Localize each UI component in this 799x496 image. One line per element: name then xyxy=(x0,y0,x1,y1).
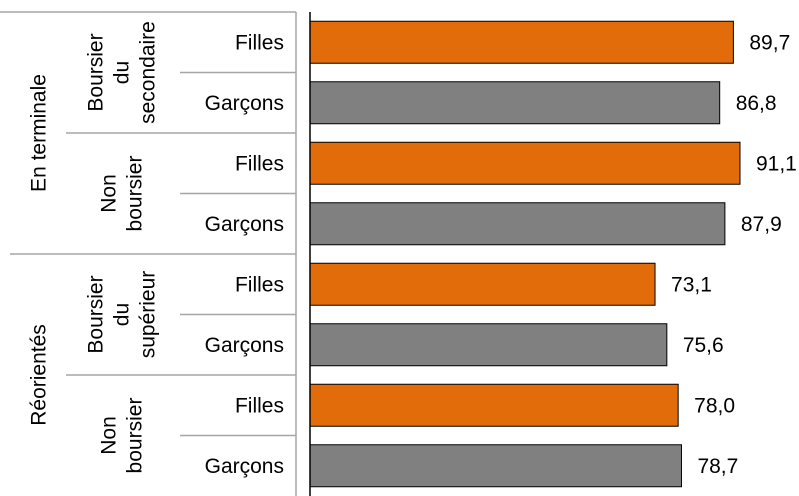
subgroup-label: secondaire xyxy=(137,21,160,124)
data-label: 91,1 xyxy=(756,152,797,175)
bar-filles xyxy=(309,20,734,64)
group-label: Réorientés xyxy=(28,324,51,426)
subgroup-label: Non xyxy=(98,416,121,455)
category-label: Garçons xyxy=(205,92,284,115)
data-label: 78,7 xyxy=(697,455,738,478)
category-label: Garçons xyxy=(205,334,284,357)
bar-garcons xyxy=(309,81,721,125)
bar-garcons xyxy=(309,323,668,367)
subgroup-label: du xyxy=(111,303,134,326)
category-label: Filles xyxy=(235,31,284,54)
data-label: 75,6 xyxy=(683,334,724,357)
group-label: En terminale xyxy=(28,74,51,192)
data-label: 78,0 xyxy=(694,394,735,417)
bar-filles xyxy=(309,383,679,427)
category-label: Garçons xyxy=(205,213,284,236)
data-label: 87,9 xyxy=(741,213,782,236)
bar-garcons xyxy=(309,444,682,488)
bar-filles xyxy=(309,262,656,306)
subgroup-label: Non xyxy=(98,174,121,213)
subgroup-label: supérieur xyxy=(137,271,160,359)
category-label: Filles xyxy=(235,394,284,417)
bar-filles xyxy=(309,141,741,185)
subgroup-label: Boursier xyxy=(85,33,108,111)
bar-garcons xyxy=(309,202,726,246)
category-label: Filles xyxy=(235,273,284,296)
data-label: 89,7 xyxy=(749,31,790,54)
category-label: Garçons xyxy=(205,455,284,478)
data-label: 86,8 xyxy=(736,92,777,115)
subgroup-label: boursier xyxy=(124,156,147,232)
subgroup-label: Boursier xyxy=(85,275,108,353)
category-label: Filles xyxy=(235,152,284,175)
subgroup-label: du xyxy=(111,61,134,84)
subgroup-label: boursier xyxy=(124,398,147,474)
data-label: 73,1 xyxy=(671,273,712,296)
